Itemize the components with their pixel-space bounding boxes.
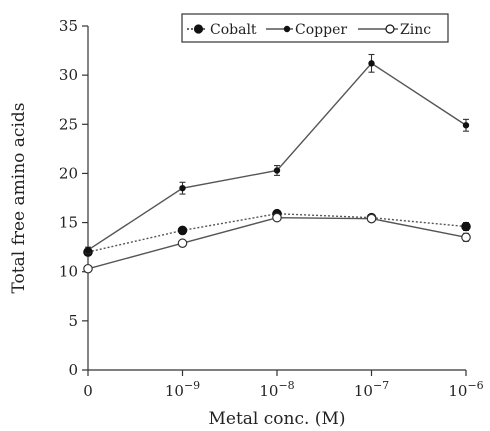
y-tick-label: 15 [59, 214, 78, 232]
data-point-cobalt [461, 221, 471, 232]
y-tick-label: 5 [68, 312, 78, 330]
legend-item-copper: Copper [266, 22, 347, 38]
y-axis-ticks: 0 5 10 15 20 25 30 35 [59, 17, 88, 379]
data-point-copper [462, 122, 470, 129]
legend-box [181, 13, 449, 43]
legend-label: Cobalt [210, 22, 257, 38]
y-tick-label: 30 [59, 66, 78, 84]
series-line-zinc [87, 216, 467, 270]
y-tick-label: 35 [59, 17, 78, 35]
series-copper [84, 53, 470, 254]
chart-series [83, 53, 471, 274]
data-point-cobalt [177, 225, 188, 236]
x-axis-title: Metal conc. (M) [209, 409, 346, 429]
data-point-copper [179, 184, 186, 192]
data-point-zinc [461, 232, 471, 243]
x-tick-label: 10−6 [448, 379, 483, 400]
data-point-zinc [83, 263, 93, 274]
data-point-copper [368, 60, 375, 67]
legend-label: Copper [295, 22, 347, 38]
y-tick-label: 10 [59, 263, 78, 281]
y-axis-title: Total free amino acids [9, 103, 29, 294]
data-point-zinc [366, 213, 377, 224]
legend-swatch-marker [283, 25, 291, 33]
x-tick-label: 10−8 [259, 379, 294, 400]
chart-legend: Cobalt Copper Zinc [181, 13, 449, 43]
x-axis-ticks: 0 10−9 10−8 10−7 10−6 [83, 370, 484, 400]
y-tick-label: 20 [59, 164, 78, 182]
x-tick-label: 10−9 [165, 379, 200, 400]
legend-swatch-marker [193, 24, 204, 34]
chart-axes [87, 26, 466, 371]
data-point-copper [273, 167, 281, 174]
data-point-zinc [272, 212, 282, 223]
legend-label: Zinc [400, 22, 431, 38]
legend-item-zinc: Zinc [358, 22, 431, 38]
legend-swatch-marker [385, 24, 395, 34]
x-tick-label: 10−7 [354, 379, 389, 400]
legend-item-cobalt: Cobalt [187, 22, 257, 38]
x-tick-label: 0 [83, 382, 93, 400]
data-point-zinc [177, 238, 188, 249]
series-zinc [83, 212, 471, 274]
axis-lines [87, 26, 466, 371]
y-tick-label: 0 [68, 361, 78, 379]
y-tick-label: 25 [59, 115, 78, 133]
data-point-copper [84, 246, 92, 254]
